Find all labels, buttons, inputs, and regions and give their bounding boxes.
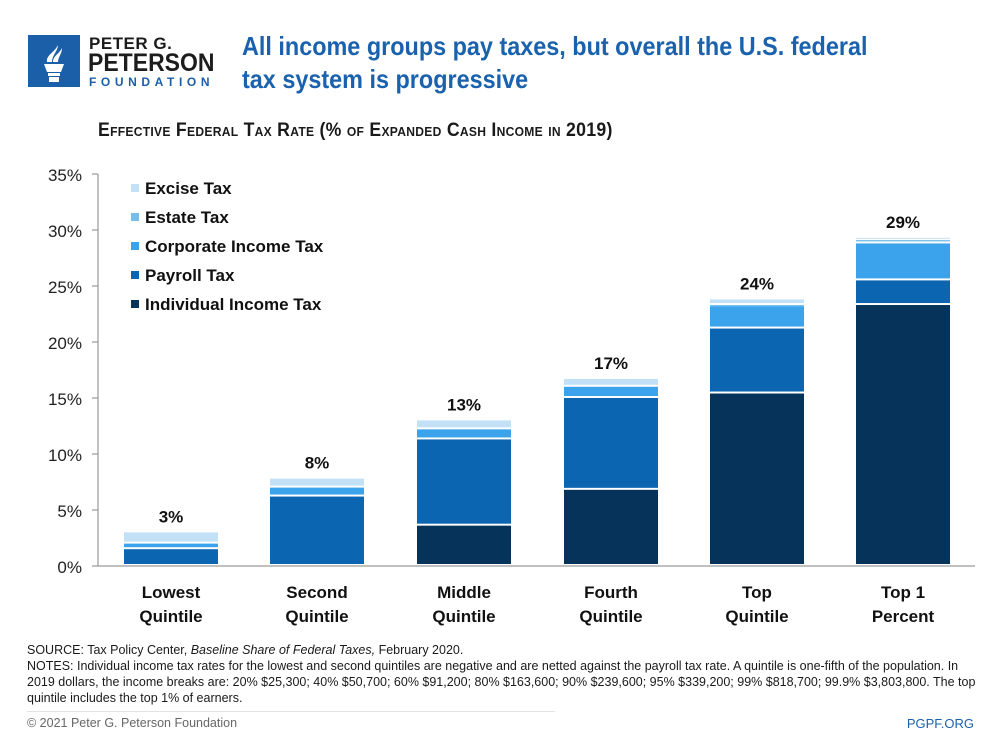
x-tick-label: Quintile [579,607,642,626]
x-tick-label: Top [742,583,772,602]
x-tick-label: Top 1 [881,583,925,602]
bar-total-label: 17% [594,354,628,373]
torch-icon [28,35,80,87]
x-tick-label: Quintile [139,607,202,626]
bar-segment-payroll-tax [564,398,658,488]
bar-segment-payroll-tax [417,439,511,524]
bar-segment-excise-tax [270,478,364,486]
bar-stack: 3% [124,507,218,564]
legend-swatch [131,300,139,308]
bar-segment-corporate-income-tax [270,487,364,495]
bar-segment-individual-income-tax [856,305,950,564]
bar-segment-payroll-tax [124,549,218,564]
legend-label: Payroll Tax [145,266,235,285]
y-tick-label: 35% [48,166,82,185]
bar-total-label: 29% [886,213,920,232]
brand-logo: PETER G. PETERSON FOUNDATION [28,34,218,89]
legend-item: Estate Tax [131,208,229,227]
source-suffix: February 2020. [375,643,464,657]
bars: 3% 8% 13% 17% 24% 29% [124,213,950,564]
bar-stack: 8% [270,454,364,564]
bar-segment-individual-income-tax [710,393,804,564]
legend-swatch [131,213,139,221]
y-tick-label: 30% [48,222,82,241]
legend-swatch [131,242,139,250]
bar-total-label: 13% [447,395,481,414]
y-tick-label: 15% [48,390,82,409]
brand-line1: PETER G. [89,34,173,53]
bar-segment-payroll-tax [856,280,950,304]
y-tick-label: 20% [48,334,82,353]
bar-total-label: 3% [159,507,184,526]
stacked-bar-chart: 0%5%10%15%20%25%30%35% 3%8%13%17%24%29% … [48,166,975,626]
source-title: Baseline Share of Federal Taxes, [190,643,376,657]
legend-item: Payroll Tax [131,266,235,285]
x-tick-label: Quintile [725,607,788,626]
x-tick-label: Quintile [432,607,495,626]
legend-swatch [131,184,139,192]
brand-line3: FOUNDATION [89,75,215,89]
legend-swatch [131,271,139,279]
bar-segment-individual-income-tax [417,525,511,564]
bar-stack: 29% [856,213,950,564]
footer-divider [27,711,555,712]
bar-segment-excise-tax [564,378,658,385]
copyright: © 2021 Peter G. Peterson Foundation [27,716,238,730]
source-line: SOURCE: Tax Policy Center, Baseline Shar… [27,642,987,658]
legend: Excise Tax Estate Tax Corporate Income Tax… [131,179,324,314]
legend-label: Excise Tax [145,179,232,198]
bar-segment-excise-tax [124,532,218,542]
headline: All income groups pay taxes, but overall… [242,31,868,94]
bar-segment-corporate-income-tax [856,243,950,279]
notes: NOTES: Individual income tax rates for t… [27,659,976,705]
y-tick-label: 5% [57,502,82,521]
bar-segment-excise-tax [710,299,804,304]
bar-stack: 17% [564,354,658,564]
bar-segment-individual-income-tax [564,489,658,564]
bar-segment-payroll-tax [270,496,364,564]
x-axis: Lowest Quintile Second Quintile Middle Quinti… [98,565,975,626]
bar-segment-excise-tax [417,420,511,428]
chart-title: Effective Federal Tax Rate (% of Expande… [98,120,613,141]
legend-item: Individual Income Tax [131,295,322,314]
bar-total-label: 24% [740,274,774,293]
bar-segment-payroll-tax [710,328,804,392]
y-tick-label: 0% [57,558,82,577]
bar-segment-corporate-income-tax [564,386,658,396]
legend-label: Corporate Income Tax [145,237,324,256]
bar-segment-excise-tax [856,237,950,239]
x-tick-label: Percent [872,607,935,626]
site-link[interactable]: PGPF.ORG [906,716,974,731]
bar-total-label: 8% [305,454,330,473]
x-tick-label: Second [286,583,347,602]
bar-segment-corporate-income-tax [417,429,511,438]
bar-stack: 24% [710,274,804,564]
legend-item: Excise Tax [131,179,232,198]
legend-label: Individual Income Tax [145,295,322,314]
source-notes: SOURCE: Tax Policy Center, Baseline Shar… [27,642,987,706]
bar-segment-corporate-income-tax [710,306,804,327]
x-tick-label: Quintile [285,607,348,626]
source-prefix: SOURCE: Tax Policy Center, [27,643,191,657]
bar-segment-corporate-income-tax [124,543,218,548]
y-axis: 0% 5% 10% 15% 20% 25% 30% 35% [48,166,99,577]
y-tick-label: 10% [48,446,82,465]
legend-item: Corporate Income Tax [131,237,324,256]
y-tick-label: 25% [48,278,82,297]
legend-label: Estate Tax [145,208,229,227]
brand-line2: PETERSON [88,49,215,77]
bar-segment-estate-tax [710,305,804,307]
x-tick-label: Fourth [584,583,638,602]
x-tick-label: Lowest [142,583,201,602]
x-tick-label: Middle [437,583,491,602]
bar-segment-estate-tax [856,240,950,242]
bar-stack: 13% [417,395,511,564]
